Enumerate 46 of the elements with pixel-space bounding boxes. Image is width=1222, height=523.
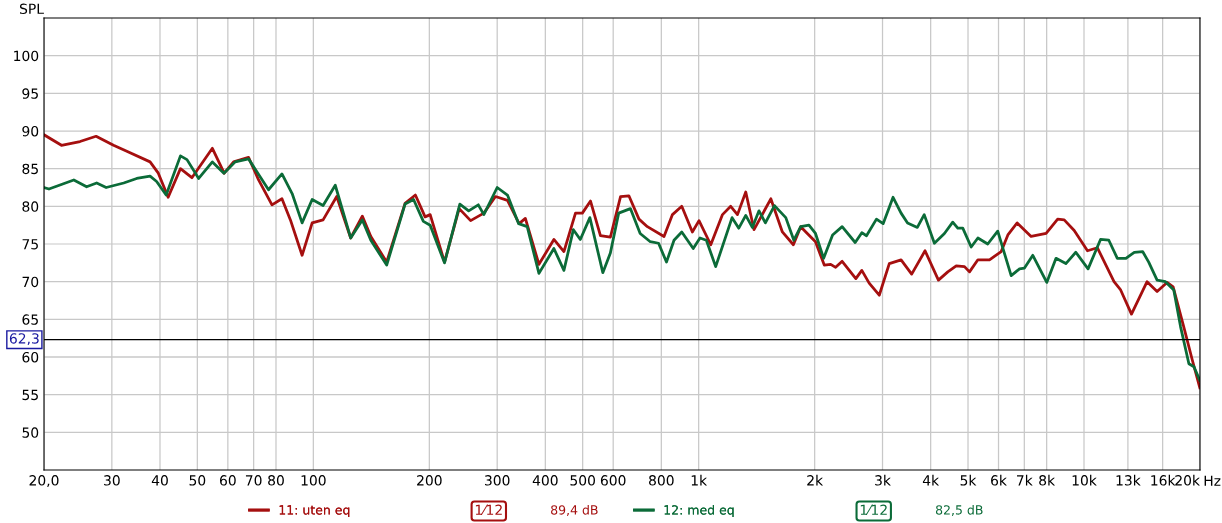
x-tick-label: 500 xyxy=(570,475,596,486)
text: 82,5 dB xyxy=(935,504,983,516)
text: 1⁄12 xyxy=(860,504,887,516)
y-tick-label: 95 xyxy=(22,88,38,99)
ref-line-label: 62,3 xyxy=(9,333,39,346)
y-tick-label: 50 xyxy=(22,427,39,438)
x-tick-label: 5k xyxy=(960,474,977,486)
x-tick-label: 13k xyxy=(1116,474,1141,486)
x-tick-label: 50 xyxy=(189,475,206,486)
x-tick-label: 1k xyxy=(691,474,708,486)
x-tick-label: 400 xyxy=(532,475,558,486)
y-tick-label: 85 xyxy=(22,163,38,175)
y-tick-label: 60 xyxy=(22,351,39,363)
y-tick-label: 65 xyxy=(22,314,38,325)
text: 1⁄12 xyxy=(475,504,502,516)
x-tick-label: 30 xyxy=(104,475,120,486)
text: 89,4 dB xyxy=(551,504,598,516)
x-tick-label: 300 xyxy=(484,475,510,486)
y-tick-label: 75 xyxy=(22,239,38,250)
y-tick-label: 100 xyxy=(14,50,39,62)
x-tick-label: 600 xyxy=(600,475,626,486)
x-tick-label: 100 xyxy=(301,475,326,486)
x-tick-label: 2k xyxy=(807,474,824,486)
x-tick-label: 6k xyxy=(991,474,1007,486)
x-tick-label: 7k xyxy=(1017,474,1033,486)
y-tick-label: 80 xyxy=(22,201,39,212)
x-tick-label: 60 xyxy=(219,475,236,486)
x-tick-label: 16k xyxy=(1151,474,1176,486)
x-tick-label: 8k xyxy=(1039,474,1056,486)
x-tick-label: 200 xyxy=(417,475,442,486)
x-tick-label: 40 xyxy=(151,475,168,486)
x-tick-label: 70 xyxy=(245,475,262,486)
x-tick-label: 80 xyxy=(268,475,284,486)
x-tick-label: 4k xyxy=(922,474,940,486)
x-tick-label: 3k xyxy=(875,474,891,486)
y-tick-label: 55 xyxy=(22,389,38,401)
x-tick-label: 800 xyxy=(649,475,674,486)
legend-label: 11: uten eq xyxy=(279,505,350,518)
x-tick-label: 20,0 xyxy=(29,475,59,488)
y-tick-label: 70 xyxy=(22,276,39,288)
y-tick-label: 90 xyxy=(22,125,39,137)
x-axis-title: Hz xyxy=(1204,475,1221,486)
x-tick-label: 10k xyxy=(1072,474,1097,486)
y-axis-title: SPL xyxy=(19,3,44,15)
legend-label: 12: med eq xyxy=(664,504,734,518)
x-tick-label: 20k xyxy=(1175,474,1200,486)
